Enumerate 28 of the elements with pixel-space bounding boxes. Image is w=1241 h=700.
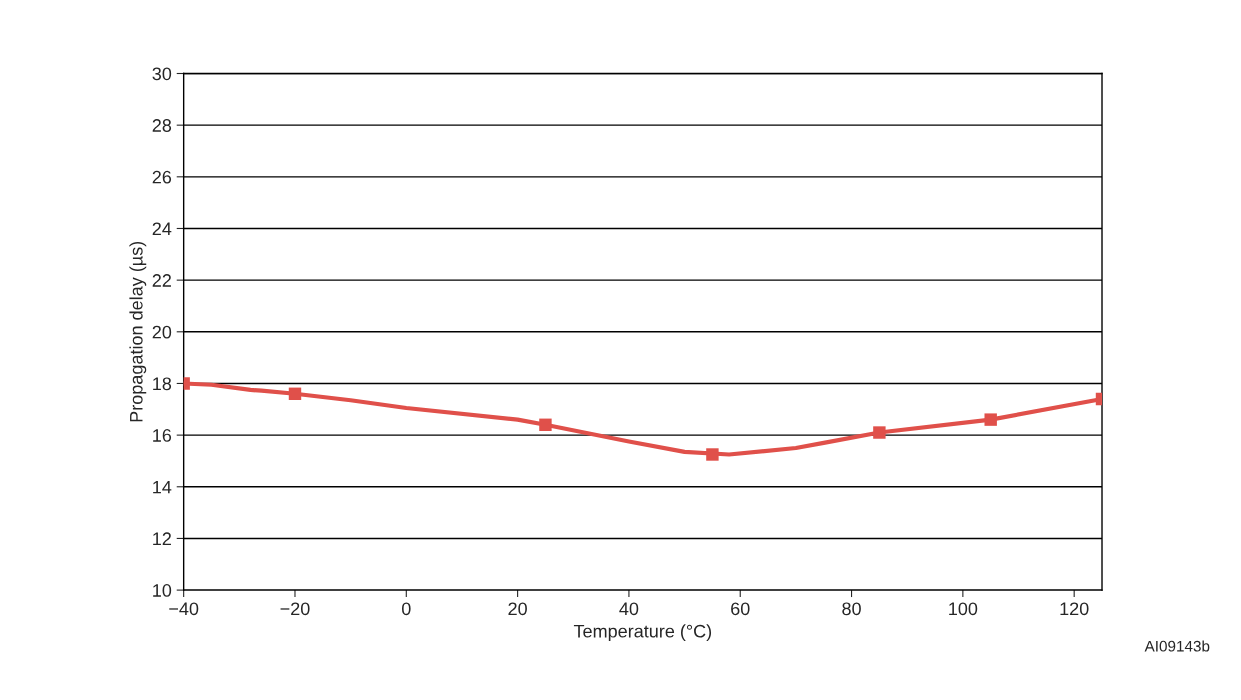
x-tick-label: 80 bbox=[842, 602, 861, 616]
y-tick-label: 26 bbox=[152, 170, 172, 184]
y-tick-label: 18 bbox=[153, 377, 172, 391]
x-tick-label: 40 bbox=[619, 602, 639, 616]
y-axis-title: Propagation delay (µs) bbox=[129, 241, 147, 422]
y-tick-label: 16 bbox=[153, 429, 172, 442]
y-tick-label: 10 bbox=[153, 584, 172, 597]
x-tick-label: −20 bbox=[280, 602, 310, 616]
y-tick-label: 28 bbox=[152, 119, 172, 132]
y-tick-label: 12 bbox=[153, 532, 171, 545]
x-tick-label: 60 bbox=[731, 602, 750, 616]
point bbox=[288, 387, 302, 400]
x-tick-label: −40 bbox=[169, 602, 199, 616]
y-tick-label: 20 bbox=[152, 325, 172, 339]
x-axis-title: Temperature (°C) bbox=[573, 624, 712, 642]
text: AI09143b bbox=[1144, 640, 1210, 652]
x-tick-label: 0 bbox=[401, 602, 411, 616]
point bbox=[539, 418, 552, 431]
y-tick-label: 22 bbox=[152, 274, 171, 287]
y-tick-label: 24 bbox=[152, 222, 172, 236]
point bbox=[984, 413, 997, 426]
point bbox=[873, 426, 886, 439]
y-tick-label: 14 bbox=[153, 480, 172, 494]
x-tick-label: 100 bbox=[949, 602, 978, 616]
x-tick-label: 120 bbox=[1060, 602, 1089, 616]
x-tick-label: 20 bbox=[508, 602, 527, 616]
y-tick-label: 30 bbox=[152, 67, 172, 81]
point bbox=[706, 448, 719, 461]
